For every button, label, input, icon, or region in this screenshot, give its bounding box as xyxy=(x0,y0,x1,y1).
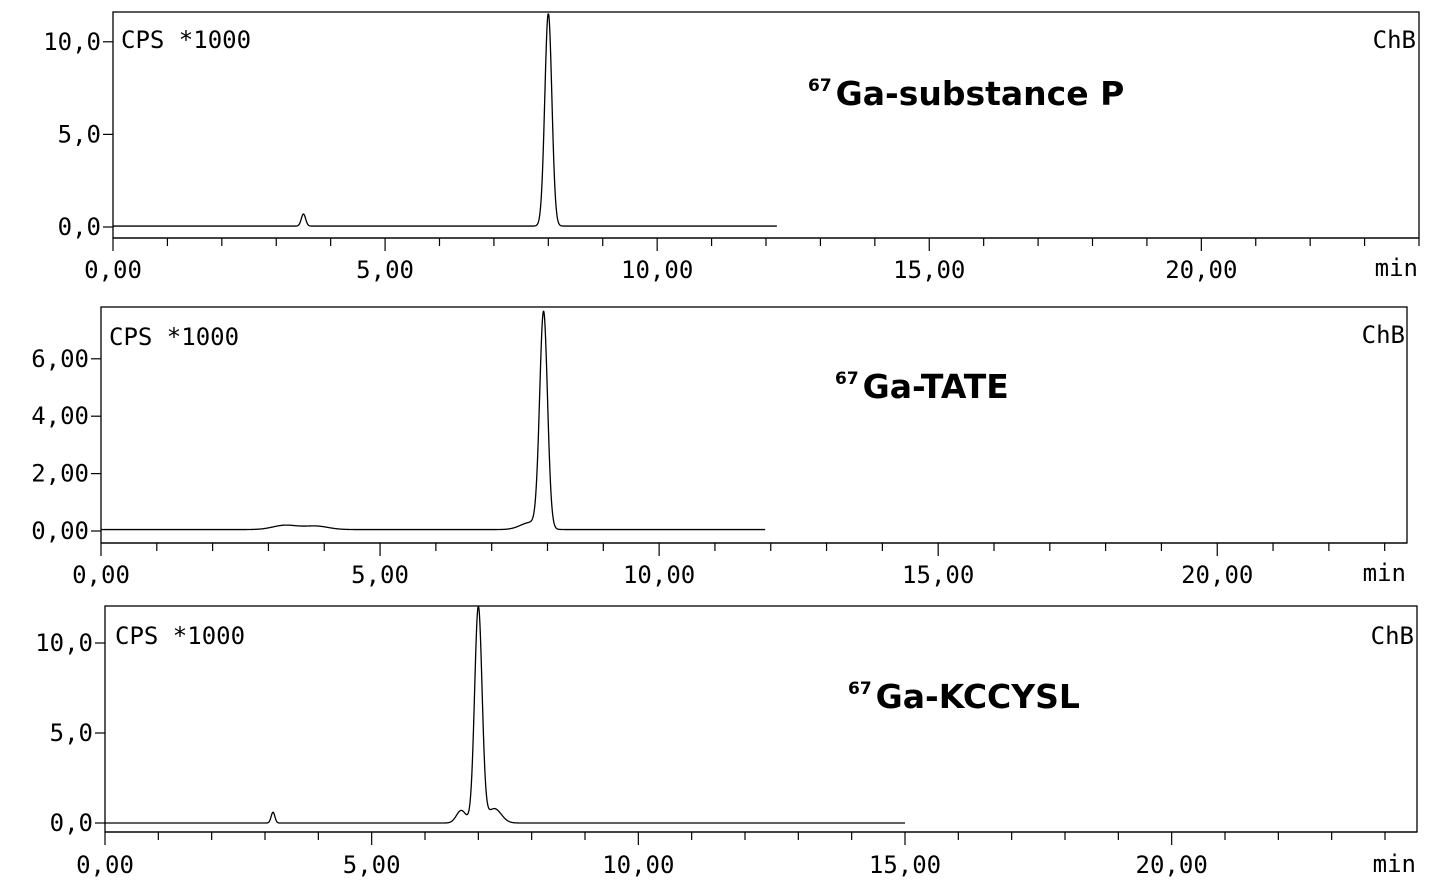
channel-label: ChB xyxy=(1362,321,1405,349)
x-axis-unit-label: min xyxy=(1373,850,1416,878)
x-tick-label: 20,00 xyxy=(1165,256,1237,284)
x-tick-label: 0,00 xyxy=(76,851,134,879)
x-tick-label: 15,00 xyxy=(869,851,941,879)
y-axis-unit-label: CPS *1000 xyxy=(109,323,239,351)
x-tick-label: 20,00 xyxy=(1136,851,1208,879)
chromatogram-trace xyxy=(100,310,766,531)
y-axis-unit-label: CPS *1000 xyxy=(115,622,245,650)
y-tick-label: 0,00 xyxy=(31,517,89,545)
y-tick-label: 2,00 xyxy=(31,460,89,488)
y-tick-label: 6,00 xyxy=(31,345,89,373)
x-tick-label: 20,00 xyxy=(1181,561,1253,589)
x-tick-label: 5,00 xyxy=(351,561,409,589)
chromatogram-trace xyxy=(104,606,906,824)
x-tick-label: 5,00 xyxy=(343,851,401,879)
plot-frame xyxy=(104,605,1418,833)
compound-name: Ga-TATE xyxy=(863,367,1009,406)
x-tick-label: 10,00 xyxy=(623,561,695,589)
isotope-superscript: 67 xyxy=(835,369,859,389)
isotope-superscript: 67 xyxy=(808,76,832,96)
y-tick-label: 5,0 xyxy=(50,719,93,747)
compound-label: 67 Ga-TATE xyxy=(835,367,1009,406)
x-tick-label: 0,00 xyxy=(72,561,130,589)
channel-label: ChB xyxy=(1373,26,1416,54)
compound-label: 67 Ga-substance P xyxy=(808,74,1124,113)
x-tick-label: 5,00 xyxy=(356,256,414,284)
chromatogram-panel-substance-p: CPS *1000 ChB min 67 Ga-substance P 0,00… xyxy=(43,11,1420,284)
tick-group: 0,00 5,00 10,00 15,00 20,00 0,00 2,00 4,00 6,00 xyxy=(31,345,1386,589)
chromatogram-panel-tate: CPS *1000 ChB min 67 Ga-TATE 0,00 5,00 10,… xyxy=(31,306,1408,589)
x-tick-label: 10,00 xyxy=(621,256,693,284)
y-tick-label: 0,0 xyxy=(58,213,101,241)
plot-frame xyxy=(112,11,1420,239)
x-tick-label: 10,00 xyxy=(602,851,674,879)
compound-name: Ga-KCCYSL xyxy=(876,677,1080,716)
y-tick-label: 4,00 xyxy=(31,402,89,430)
x-axis-unit-label: min xyxy=(1375,254,1418,282)
x-tick-label: 0,00 xyxy=(84,256,142,284)
y-axis-unit-label: CPS *1000 xyxy=(121,26,251,54)
compound-label: 67 Ga-KCCYSL xyxy=(848,677,1080,716)
y-tick-label: 10,0 xyxy=(35,629,93,657)
isotope-superscript: 67 xyxy=(848,679,872,699)
x-tick-label: 15,00 xyxy=(902,561,974,589)
y-tick-label: 0,0 xyxy=(50,809,93,837)
compound-name: Ga-substance P xyxy=(836,74,1125,113)
tick-group: 0,00 5,00 10,00 15,00 20,00 0,0 5,0 10,0 xyxy=(35,629,1386,879)
chromatogram-panel-kccysl: CPS *1000 ChB min 67 Ga-KCCYSL 0,00 5,00 1… xyxy=(35,605,1418,879)
channel-label: ChB xyxy=(1371,622,1414,650)
chromatogram-trace xyxy=(112,13,778,227)
y-tick-label: 5,0 xyxy=(58,120,101,148)
y-tick-label: 10,0 xyxy=(43,28,101,56)
tick-group: 0,00 5,00 10,00 15,00 20,00 0,0 5,0 10,0 xyxy=(43,28,1420,284)
x-tick-label: 15,00 xyxy=(893,256,965,284)
plot-frame xyxy=(100,306,1408,544)
x-axis-unit-label: min xyxy=(1363,559,1406,587)
